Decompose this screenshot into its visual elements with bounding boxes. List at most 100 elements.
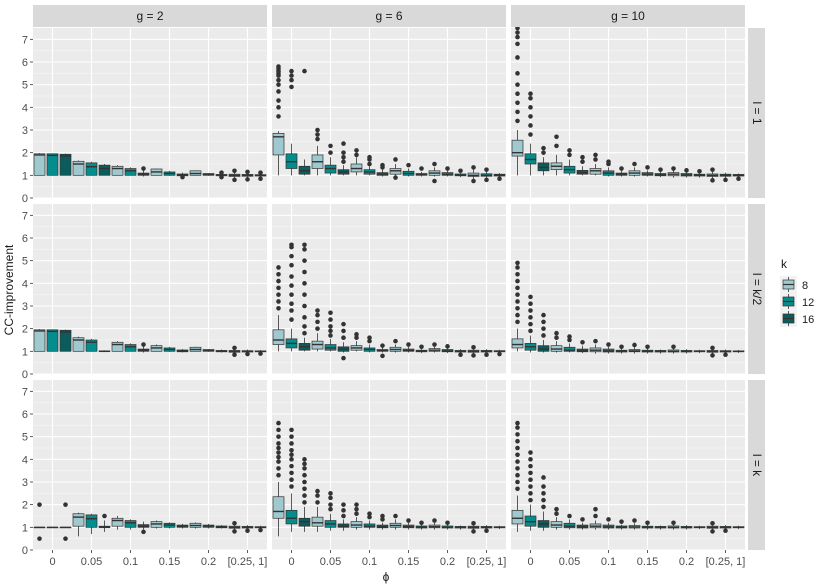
outlier-point [541,150,546,155]
column-strip [33,5,267,27]
x-tick-label: 0.05 [81,556,102,568]
box [111,165,124,176]
outlier-point [567,513,572,519]
box-series-8 [589,152,602,176]
outlier-point [541,145,546,151]
box-series-12 [46,153,59,176]
outlier-point [245,351,250,357]
box-series-16 [298,457,311,532]
box-series-16 [615,519,628,530]
outlier-point [528,497,533,503]
outlier-point [302,472,307,478]
outlier-point [710,520,715,526]
y-tick-label: 6 [22,57,28,69]
outlier-point [289,441,294,446]
panel-background [272,380,506,550]
outlier-point [432,518,437,523]
panel-boxes [272,420,506,537]
outlier-point [515,425,520,430]
box-series-8 [111,516,124,530]
outlier-point [302,457,307,462]
outlier-point [458,352,463,358]
outlier-point [515,41,520,47]
outlier-point [315,326,320,331]
outlier-point [515,285,520,291]
outlier-point [393,513,398,519]
box-series-16 [176,523,189,529]
outlier-point [515,445,520,451]
column-strip-label: g = 6 [375,9,402,23]
box-series-8 [667,344,680,354]
outlier-point [515,260,520,266]
outlier-point [554,511,559,517]
outlier-point [276,459,281,464]
outlier-point [710,529,715,534]
outlier-point [276,445,281,451]
outlier-point [141,529,146,535]
facet-panel [272,380,506,551]
box [59,153,72,176]
x-tick-label: 0.15 [637,556,658,568]
box-series-16 [98,350,111,353]
box-series-12 [402,162,415,177]
box-series-16 [693,168,706,178]
outlier-point [302,493,307,498]
box-series-12 [524,294,537,353]
outlier-point [419,520,424,526]
outlier-point [232,352,237,358]
box-series-8 [72,160,85,176]
y-tick-label: 4 [22,454,28,466]
outlier-point [528,491,533,496]
outlier-point [367,514,372,520]
box [124,168,137,176]
outlier-point [302,247,307,252]
column-strip [511,5,745,27]
outlier-point [515,486,520,492]
outlier-point [445,166,450,171]
outlier-point [541,475,546,480]
x-tick-label: 0.2 [201,556,216,568]
row-strip-label: l = k/2 [750,273,764,306]
y-tick-label: 7 [22,210,28,222]
outlier-point [276,64,281,69]
outlier-point [458,168,463,174]
box-series-16 [298,68,311,176]
outlier-point [289,242,294,248]
outlier-point [528,450,533,455]
outlier-point [619,344,624,350]
y-tick-label: 1 [22,346,28,358]
outlier-point [393,157,398,162]
outlier-point [302,68,307,74]
outlier-point [541,333,546,338]
outlier-point [276,434,281,439]
outlier-point [302,303,307,309]
box-series-8 [511,260,524,352]
outlier-point [515,479,520,485]
outlier-point [710,178,715,183]
outlier-point [484,167,489,172]
outlier-point [276,114,281,119]
outlier-point [302,242,307,248]
box-series-8 [628,161,641,177]
box-series-8 [628,342,641,354]
outlier-point [497,351,502,357]
box-series-12 [285,68,298,176]
outlier-point [593,506,598,512]
outlier-point [232,529,237,534]
outlier-point [528,132,533,137]
box-series-8 [706,167,719,183]
box-series-12 [441,344,454,354]
box-series-8 [428,342,441,353]
outlier-point [276,105,281,110]
outlier-point [554,143,559,149]
outlier-point [645,520,650,526]
outlier-point [276,285,281,291]
outlier-point [141,342,146,347]
box-series-8 [467,344,480,358]
outlier-point [302,315,307,320]
y-tick-label: 6 [22,233,28,245]
row-strip [748,204,765,374]
panel-background [511,380,745,550]
outlier-point [37,536,42,541]
outlier-point [515,82,520,87]
